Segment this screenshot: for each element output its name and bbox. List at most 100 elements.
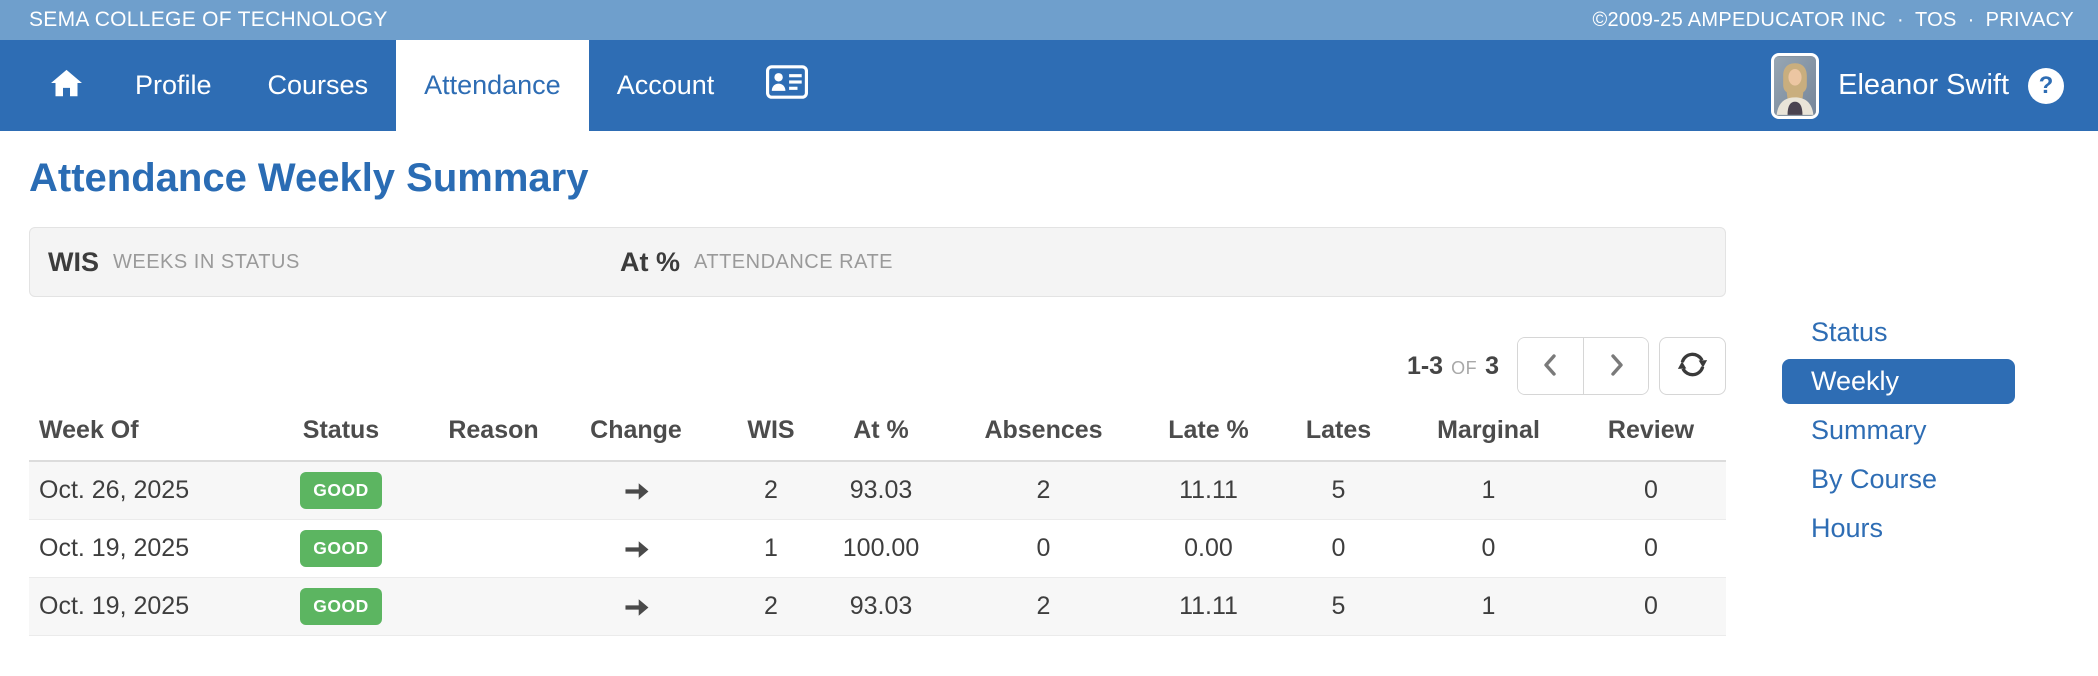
- absences-cell: 2: [1036, 592, 1051, 620]
- nav-item-label: Account: [616, 70, 715, 100]
- col-header-marginal: Marginal: [1437, 415, 1540, 444]
- late-pct-cell: 11.11: [1179, 592, 1238, 620]
- separator-dot: ·: [1967, 8, 1975, 31]
- at-pct-cell: 93.03: [849, 592, 913, 620]
- col-header-absences: Absences: [984, 415, 1103, 444]
- wis-cell: 2: [764, 476, 778, 504]
- status-cell: GOOD: [241, 588, 441, 625]
- attendance-table: Week Of Status Reason Change WIS At % Ab…: [29, 400, 1726, 636]
- table-row: Oct. 26, 2025 GOOD 2 93.03 2 11.11 5: [29, 462, 1726, 520]
- arrow-right-icon: [623, 592, 650, 620]
- col-header-reason: Reason: [448, 415, 539, 444]
- pagination-of-label: OF: [1451, 357, 1478, 378]
- nav-item-profile[interactable]: Profile: [107, 40, 240, 131]
- status-cell: GOOD: [241, 472, 441, 509]
- nav-item-account[interactable]: Account: [589, 40, 743, 131]
- at-pct-cell: 93.03: [849, 476, 913, 504]
- change-cell: [546, 592, 726, 621]
- col-header-lates: Lates: [1305, 415, 1372, 444]
- nav-left: Profile Courses Attendance Account: [0, 40, 832, 131]
- school-name: SEMA COLLEGE OF TECHNOLOGY: [29, 8, 388, 31]
- pagination-button-group: [1517, 337, 1649, 395]
- sidebar-item-label: Hours: [1811, 513, 1884, 543]
- main-column: Attendance Weekly Summary WIS WEEKS IN S…: [29, 131, 1726, 636]
- sidebar-item-weekly[interactable]: Weekly: [1782, 359, 2015, 404]
- lates-cell: 0: [1331, 534, 1346, 562]
- status-cell: GOOD: [241, 530, 441, 567]
- change-cell: [546, 476, 726, 505]
- chevron-right-icon: [1603, 351, 1629, 382]
- marginal-cell: 1: [1481, 476, 1496, 504]
- sidebar-item-by-course[interactable]: By Course: [1782, 455, 2015, 504]
- table-row: Oct. 19, 2025 GOOD 1 100.00 0 0.00 0: [29, 520, 1726, 578]
- tos-link[interactable]: TOS: [1914, 8, 1957, 31]
- nav-item-attendance[interactable]: Attendance: [396, 40, 589, 131]
- pagination-row: 1-3 OF 3: [29, 337, 1726, 395]
- review-cell: 0: [1644, 534, 1658, 562]
- legend-bar: WIS WEEKS IN STATUS At % ATTENDANCE RATE: [29, 227, 1726, 297]
- review-cell: 0: [1644, 476, 1658, 504]
- page-content: Attendance Weekly Summary WIS WEEKS IN S…: [0, 131, 2098, 676]
- pagination-text: 1-3 OF 3: [1407, 352, 1499, 381]
- nav-item-label: Courses: [267, 70, 369, 100]
- status-badge: GOOD: [300, 472, 382, 509]
- marginal-cell: 0: [1481, 534, 1496, 562]
- refresh-icon: [1677, 349, 1708, 383]
- lates-cell: 5: [1331, 476, 1346, 504]
- col-header-late-pct: Late %: [1168, 415, 1249, 444]
- prev-page-button[interactable]: [1518, 338, 1583, 394]
- next-page-button[interactable]: [1583, 338, 1648, 394]
- legend-abbr: At %: [620, 246, 680, 277]
- avatar[interactable]: [1771, 52, 1820, 119]
- col-header-week-of: Week Of: [39, 415, 139, 444]
- copyright-text: ©2009-25 AMPEDUCATOR INC: [1592, 8, 1886, 31]
- sidebar-item-label: Weekly: [1811, 366, 1900, 396]
- col-header-wis: WIS: [747, 415, 795, 444]
- legend-label: WEEKS IN STATUS: [113, 250, 300, 273]
- refresh-button[interactable]: [1659, 337, 1726, 395]
- main-navbar: Profile Courses Attendance Account: [0, 40, 2098, 131]
- user-name[interactable]: Eleanor Swift: [1838, 69, 2009, 101]
- top-utility-bar: SEMA COLLEGE OF TECHNOLOGY ©2009-25 AMPE…: [0, 0, 2098, 40]
- separator-dot: ·: [1896, 8, 1904, 31]
- arrow-right-icon: [623, 476, 650, 504]
- topbar-right: ©2009-25 AMPEDUCATOR INC · TOS · PRIVACY: [1592, 9, 2074, 32]
- side-menu: Status Weekly Summary By Course Hours: [1782, 308, 2015, 553]
- lates-cell: 5: [1331, 592, 1346, 620]
- wis-cell: 1: [764, 534, 778, 562]
- help-glyph: ?: [2038, 71, 2054, 99]
- week-of-cell: Oct. 19, 2025: [39, 592, 190, 620]
- sidebar-item-summary[interactable]: Summary: [1782, 406, 2015, 455]
- page-title: Attendance Weekly Summary: [29, 156, 589, 200]
- legend-abbr: WIS: [48, 246, 99, 277]
- nav-item-courses[interactable]: Courses: [240, 40, 397, 131]
- status-badge: GOOD: [300, 530, 382, 567]
- status-badge: GOOD: [300, 588, 382, 625]
- nav-home[interactable]: [26, 40, 107, 131]
- table-header-row: Week Of Status Reason Change WIS At % Ab…: [29, 400, 1726, 462]
- week-of-cell: Oct. 26, 2025: [39, 476, 190, 504]
- sidebar-item-label: By Course: [1811, 464, 1938, 494]
- home-icon: [50, 68, 83, 104]
- at-pct-cell: 100.00: [842, 534, 920, 562]
- late-pct-cell: 11.11: [1179, 476, 1238, 504]
- nav-id-card[interactable]: [742, 40, 832, 131]
- week-of-cell: Oct. 19, 2025: [39, 534, 190, 562]
- review-cell: 0: [1644, 592, 1658, 620]
- legend-item-wis: WIS WEEKS IN STATUS: [48, 228, 300, 296]
- nav-item-label: Attendance: [424, 70, 561, 100]
- absences-cell: 0: [1036, 534, 1051, 562]
- nav-user-area: Eleanor Swift ?: [1771, 40, 2098, 131]
- table-row: Oct. 19, 2025 GOOD 2 93.03 2 11.11 5: [29, 578, 1726, 636]
- legend-item-at-pct: At % ATTENDANCE RATE: [620, 228, 893, 296]
- sidebar-item-hours[interactable]: Hours: [1782, 504, 2015, 553]
- chevron-left-icon: [1538, 351, 1564, 382]
- sidebar-item-status[interactable]: Status: [1782, 308, 2015, 357]
- marginal-cell: 1: [1481, 592, 1496, 620]
- col-header-at-pct: At %: [853, 415, 909, 444]
- help-icon[interactable]: ?: [2028, 67, 2064, 104]
- privacy-link[interactable]: PRIVACY: [1985, 8, 2074, 31]
- pagination-total: 3: [1485, 351, 1499, 380]
- legend-label: ATTENDANCE RATE: [694, 250, 893, 273]
- id-card-icon: [766, 65, 809, 106]
